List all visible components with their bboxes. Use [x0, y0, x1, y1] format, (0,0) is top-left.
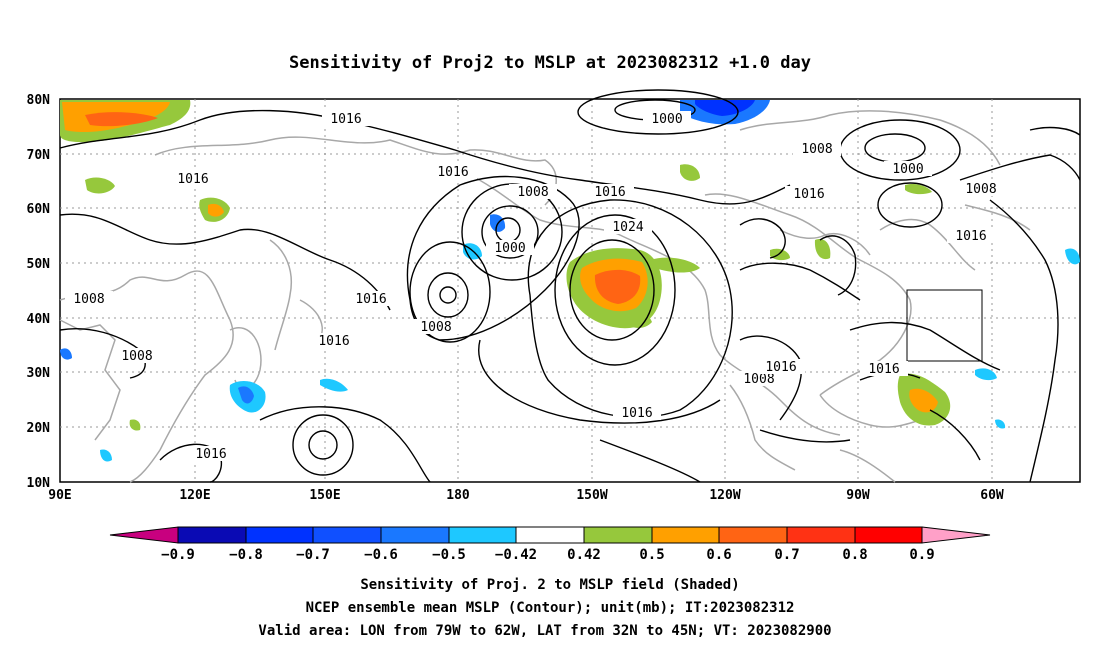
lat-label-20n: 20N — [27, 421, 51, 436]
colorbar-tick: −0.5 — [432, 547, 466, 563]
lon-label-90w: 90W — [846, 488, 870, 503]
lat-axis: 80N 70N 60N 50N 40N 30N 20N 10N — [27, 93, 51, 491]
contour-label: 1016 — [318, 334, 349, 349]
footer-line-3: Valid area: LON from 79W to 62W, LAT fro… — [258, 623, 831, 639]
lat-label-10n: 10N — [27, 476, 51, 491]
colorbar-tick: 0.42 — [567, 547, 601, 563]
sensitivity-shading — [60, 100, 1080, 462]
contour-label: 1016 — [868, 362, 899, 377]
lon-axis: 90E 120E 150E 180 150W 120W 90W 60W — [48, 488, 1004, 503]
colorbar-tick: −0.8 — [229, 547, 263, 563]
colorbar-swatch — [245, 526, 314, 544]
lon-label-150w: 150W — [576, 488, 607, 503]
colorbar-tick: 0.9 — [909, 547, 934, 563]
contour-label: 1000 — [892, 162, 923, 177]
colorbar-swatch — [854, 526, 923, 544]
colorbar-tick: 0.6 — [706, 547, 731, 563]
footer-line-1: Sensitivity of Proj. 2 to MSLP field (Sh… — [360, 577, 739, 593]
colorbar-swatch — [177, 526, 247, 544]
contour-labels: 1016 1000 1008 1016 1000 1008 1016 1016 … — [65, 111, 1005, 462]
colorbar-swatch — [786, 526, 856, 544]
contour-label: 1016 — [594, 185, 625, 200]
colorbar-swatch — [921, 526, 991, 544]
colorbar-tick: 0.8 — [842, 547, 867, 563]
lat-label-80n: 80N — [27, 93, 51, 108]
colorbar-swatch — [109, 526, 179, 544]
colorbar-tick: 0.7 — [774, 547, 799, 563]
contour-label: 1008 — [73, 292, 104, 307]
contour-label: 1024 — [612, 220, 643, 235]
lon-label-60w: 60W — [980, 488, 1004, 503]
colorbar-swatch — [583, 526, 653, 544]
colorbar-tick: −0.7 — [296, 547, 330, 563]
contour-label: 1016 — [793, 187, 824, 202]
lat-label-30n: 30N — [27, 366, 51, 381]
contour-label: 1016 — [177, 172, 208, 187]
contour-label: 1000 — [651, 112, 682, 127]
mslp-contours — [59, 89, 1081, 483]
colorbar-tick: −0.42 — [495, 547, 537, 563]
lat-label-60n: 60N — [27, 202, 51, 217]
contour-label: 1016 — [955, 229, 986, 244]
contour-label: 1016 — [195, 447, 226, 462]
contour-label: 1008 — [965, 182, 996, 197]
lat-label-70n: 70N — [27, 148, 51, 163]
colorbar-tick: 0.5 — [639, 547, 664, 563]
contour-label: 1008 — [743, 372, 774, 387]
contour-label: 1008 — [121, 349, 152, 364]
colorbar-swatch — [312, 526, 382, 544]
colorbar-tick: −0.6 — [364, 547, 398, 563]
lon-label-90e: 90E — [48, 488, 71, 503]
lon-label-180: 180 — [446, 488, 470, 503]
lon-label-150e: 150E — [309, 488, 340, 503]
contour-label: 1008 — [801, 142, 832, 157]
lon-label-120w: 120W — [709, 488, 740, 503]
valid-area-box — [906, 289, 983, 362]
chart-title: Sensitivity of Proj2 to MSLP at 20230823… — [289, 53, 811, 73]
colorbar-tick: −0.9 — [161, 547, 195, 563]
lat-label-50n: 50N — [27, 257, 51, 272]
contour-label: 1016 — [621, 406, 652, 421]
contour-label: 1008 — [517, 185, 548, 200]
contour-label: 1008 — [420, 320, 451, 335]
lon-label-120e: 120E — [179, 488, 210, 503]
lat-label-40n: 40N — [27, 312, 51, 327]
colorbar-swatch — [515, 526, 585, 544]
footer-caption: Sensitivity of Proj. 2 to MSLP field (Sh… — [258, 577, 831, 639]
footer-line-2: NCEP ensemble mean MSLP (Contour); unit(… — [306, 600, 795, 616]
contour-label: 1000 — [494, 241, 525, 256]
colorbar-swatch — [380, 526, 450, 544]
colorbar-swatch — [448, 526, 517, 544]
contour-label: 1016 — [355, 292, 386, 307]
contour-label: 1016 — [437, 165, 468, 180]
contour-label: 1016 — [330, 112, 361, 127]
colorbar-swatch — [718, 526, 788, 544]
colorbar — [109, 526, 991, 544]
contour-label: 1016 — [765, 360, 796, 375]
colorbar-swatch — [651, 526, 720, 544]
colorbar-ticks: −0.9 −0.8 −0.7 −0.6 −0.5 −0.42 0.42 0.5 … — [161, 547, 935, 563]
